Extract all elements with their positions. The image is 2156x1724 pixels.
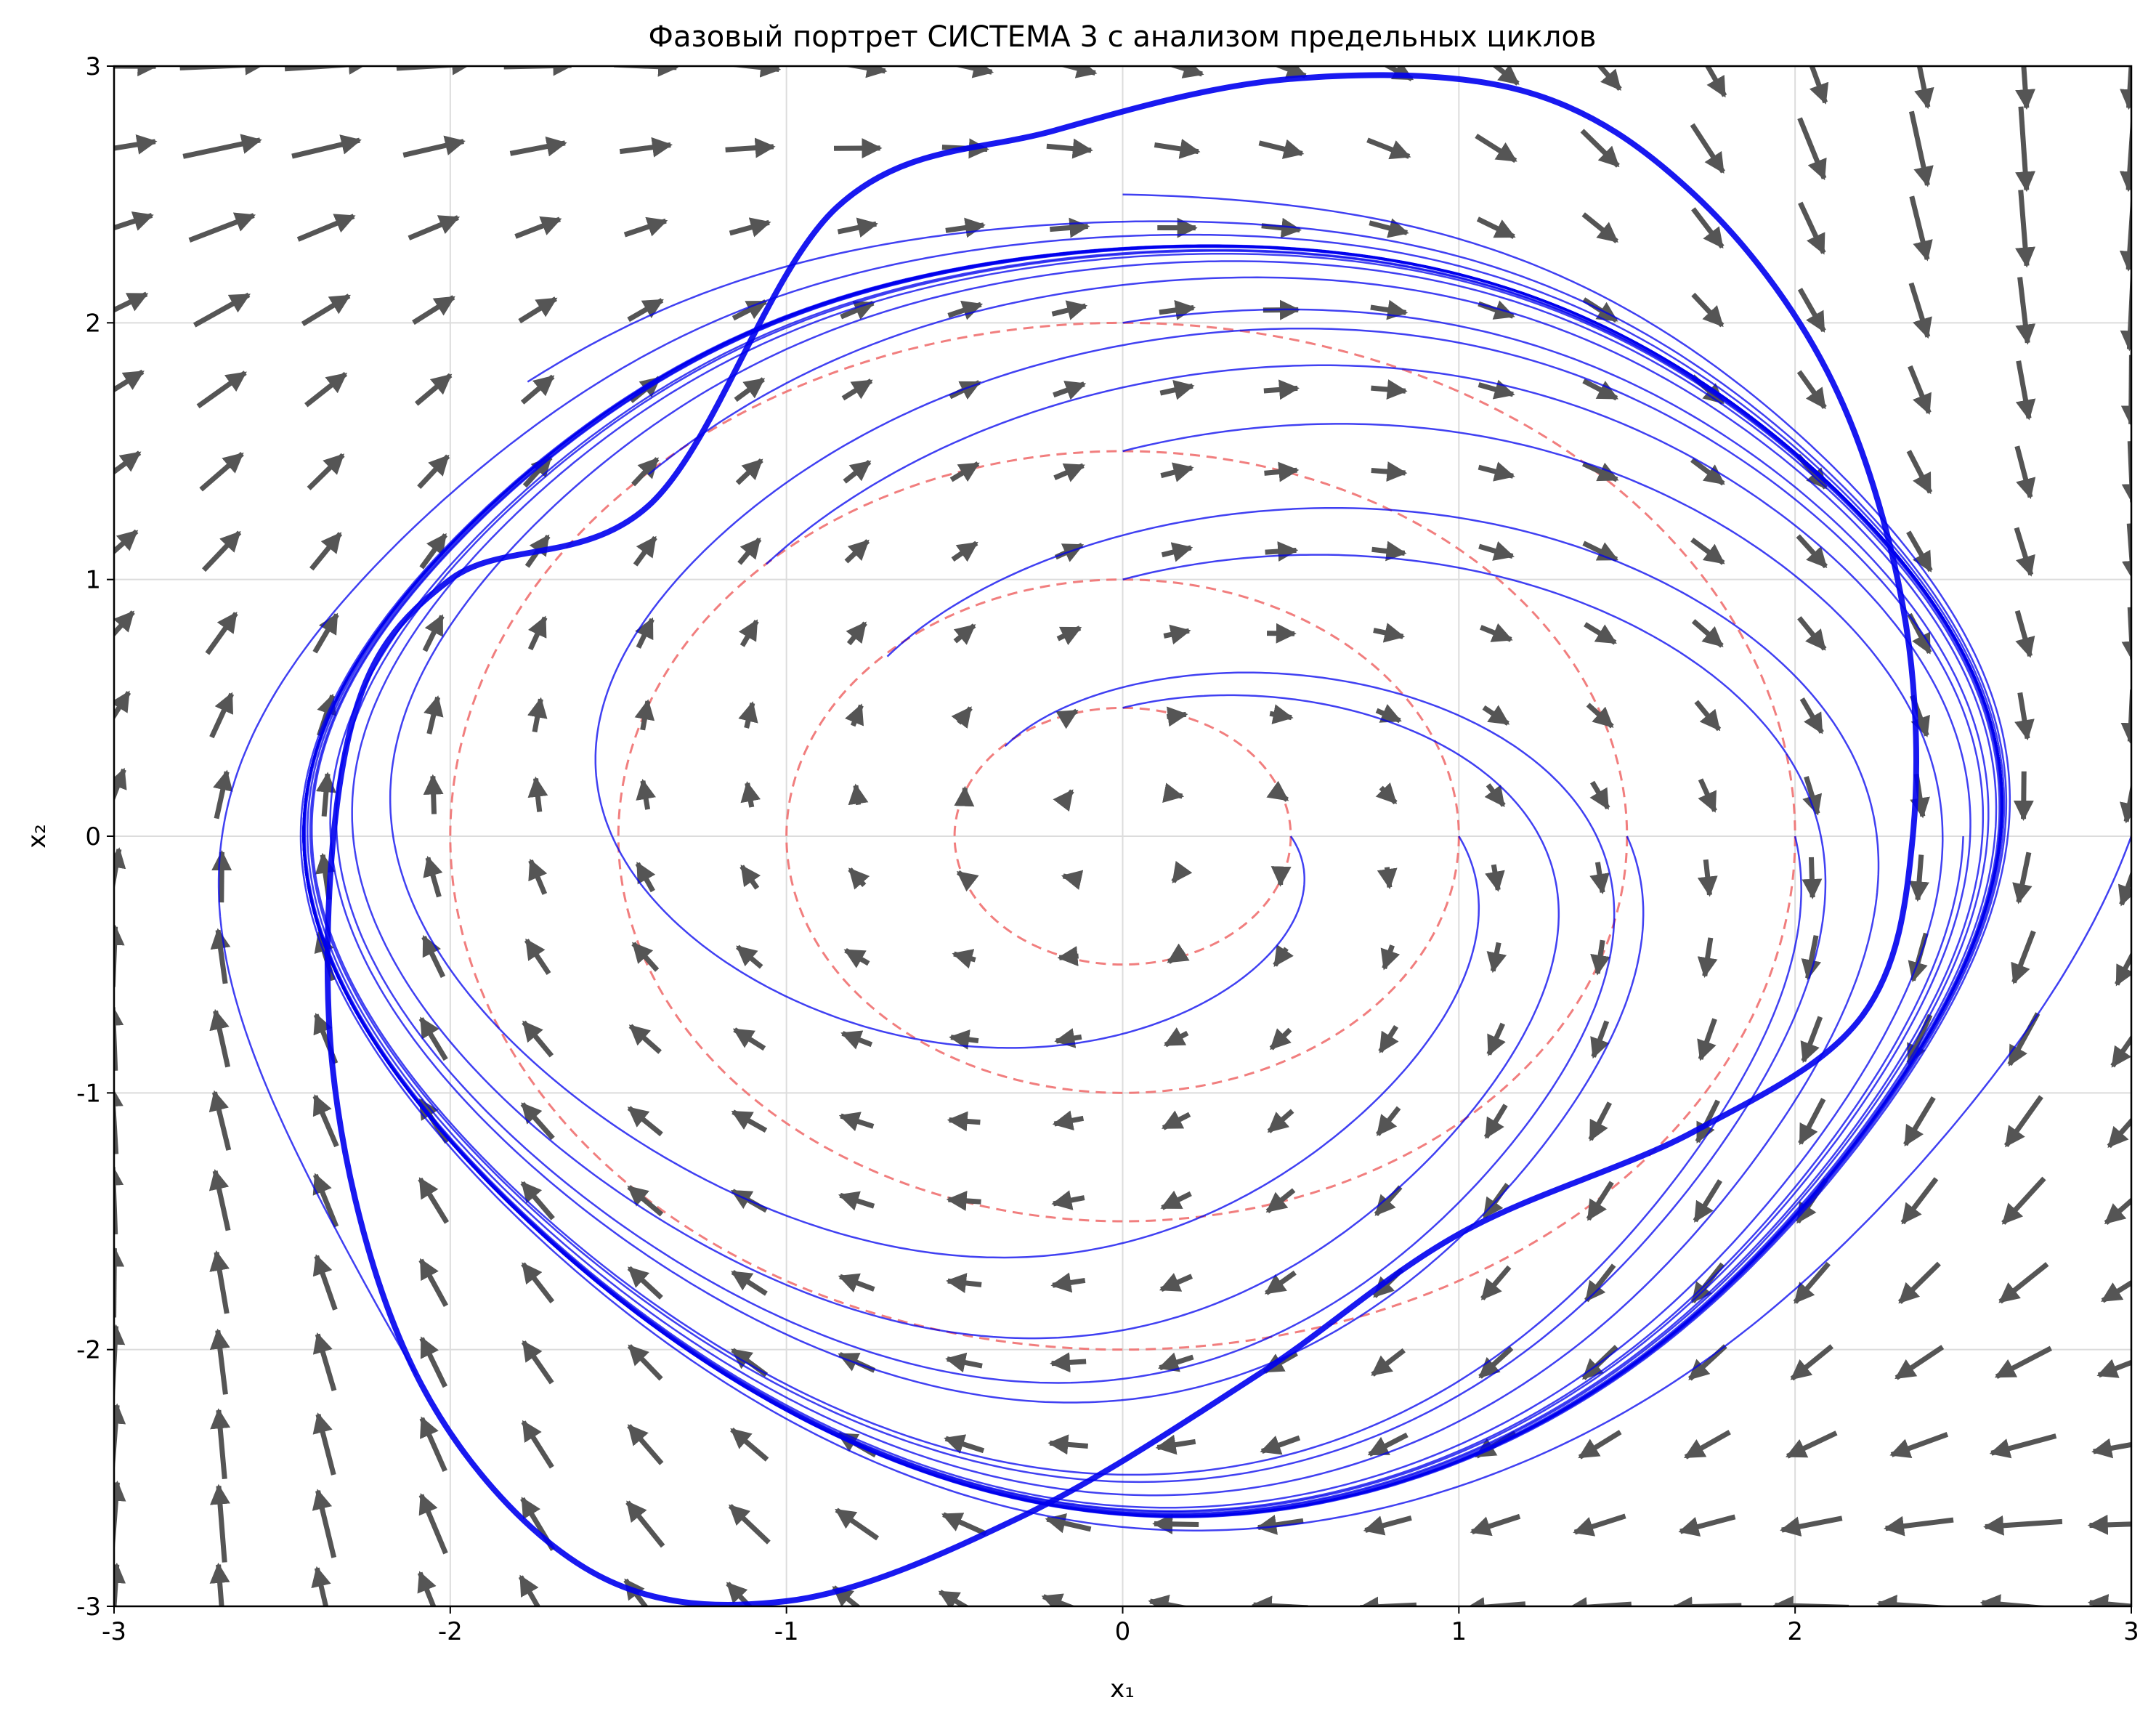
y-tick-label: 3: [85, 52, 101, 81]
vector-arrow: [726, 147, 774, 150]
vector-arrow: [856, 785, 859, 804]
y-tick-label: -2: [76, 1336, 101, 1365]
vector-arrow: [1059, 956, 1078, 958]
vector-arrow: [1050, 1443, 1088, 1446]
vector-arrow: [1154, 1523, 1199, 1524]
x-tick-label: 1: [1451, 1617, 1467, 1646]
vector-arrow: [1387, 867, 1390, 888]
vector-arrow: [951, 1037, 978, 1041]
vector-arrow: [1063, 876, 1075, 878]
y-axis-label: x₂: [23, 824, 52, 849]
vector-arrow: [1167, 714, 1186, 716]
chart-title: Фазовый портрет СИСТЕМА 3 с анализом пре…: [649, 20, 1597, 54]
y-tick-label: -3: [76, 1593, 101, 1622]
vector-arrow: [1265, 470, 1297, 473]
vector-arrow: [1371, 388, 1405, 391]
x-axis-label: x₁: [1110, 1675, 1135, 1704]
vector-arrow: [948, 1199, 981, 1202]
x-tick-label: -2: [438, 1617, 463, 1646]
vector-arrow: [2024, 772, 2025, 819]
x-tick-label: -3: [102, 1617, 126, 1646]
x-tick-label: 2: [1787, 1617, 1803, 1646]
y-tick-label: 1: [85, 566, 101, 595]
vector-arrow: [1371, 470, 1406, 473]
vector-arrow: [1171, 794, 1183, 796]
vector-arrow: [1811, 857, 1812, 897]
vector-arrow: [1918, 855, 1921, 900]
x-tick-label: -1: [774, 1617, 799, 1646]
y-tick-label: 2: [85, 309, 101, 338]
vector-arrow: [1052, 1361, 1086, 1364]
x-tick-label: 0: [1115, 1617, 1131, 1646]
vector-arrow: [1265, 550, 1297, 552]
vector-arrow: [433, 776, 434, 814]
x-tick-label: 3: [2123, 1617, 2139, 1646]
vector-arrow: [324, 774, 328, 816]
y-tick-label: 0: [85, 822, 101, 851]
vector-arrow: [1264, 388, 1297, 391]
vector-arrow: [1050, 227, 1087, 230]
vector-arrow: [949, 1120, 981, 1122]
y-tick-label: -1: [76, 1079, 101, 1108]
